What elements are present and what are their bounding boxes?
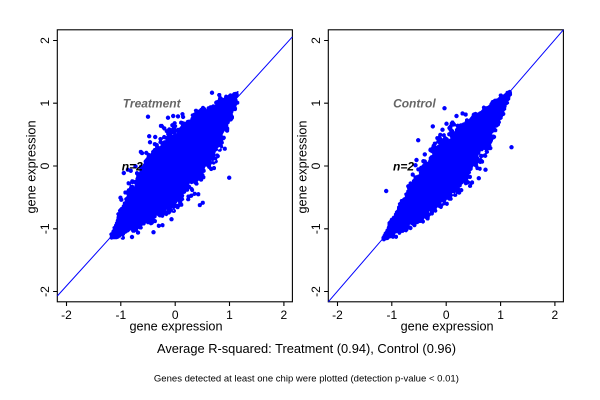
svg-text:0: 0: [38, 162, 52, 169]
svg-text:gene expression: gene expression: [401, 319, 494, 334]
svg-text:-1: -1: [386, 308, 397, 322]
svg-text:-2: -2: [61, 308, 72, 322]
svg-text:1: 1: [226, 308, 233, 322]
svg-text:n=2: n=2: [122, 159, 143, 173]
svg-text:-1: -1: [115, 308, 126, 322]
svg-text:Average R-squared: Treatment (: Average R-squared: Treatment (0.94), Con…: [157, 341, 456, 356]
svg-text:gene expression: gene expression: [24, 121, 39, 214]
svg-text:-2: -2: [309, 286, 323, 297]
svg-text:2: 2: [552, 308, 559, 322]
svg-text:0: 0: [309, 162, 323, 169]
svg-text:Control: Control: [393, 97, 436, 111]
svg-text:0: 0: [443, 308, 450, 322]
svg-text:2: 2: [38, 37, 52, 44]
svg-text:1: 1: [38, 100, 52, 107]
svg-text:-1: -1: [309, 223, 323, 234]
svg-text:-2: -2: [332, 308, 343, 322]
svg-text:2: 2: [309, 37, 323, 44]
svg-text:Genes detected at least one ch: Genes detected at least one chip were pl…: [154, 374, 459, 385]
svg-text:Treatment: Treatment: [123, 97, 182, 111]
svg-text:gene expression: gene expression: [295, 121, 310, 214]
svg-text:1: 1: [497, 308, 504, 322]
svg-text:1: 1: [309, 100, 323, 107]
svg-text:n=2: n=2: [393, 159, 414, 173]
svg-text:-2: -2: [38, 286, 52, 297]
svg-text:gene expression: gene expression: [130, 319, 223, 334]
svg-text:2: 2: [281, 308, 288, 322]
svg-text:-1: -1: [38, 223, 52, 234]
svg-text:0: 0: [172, 308, 179, 322]
